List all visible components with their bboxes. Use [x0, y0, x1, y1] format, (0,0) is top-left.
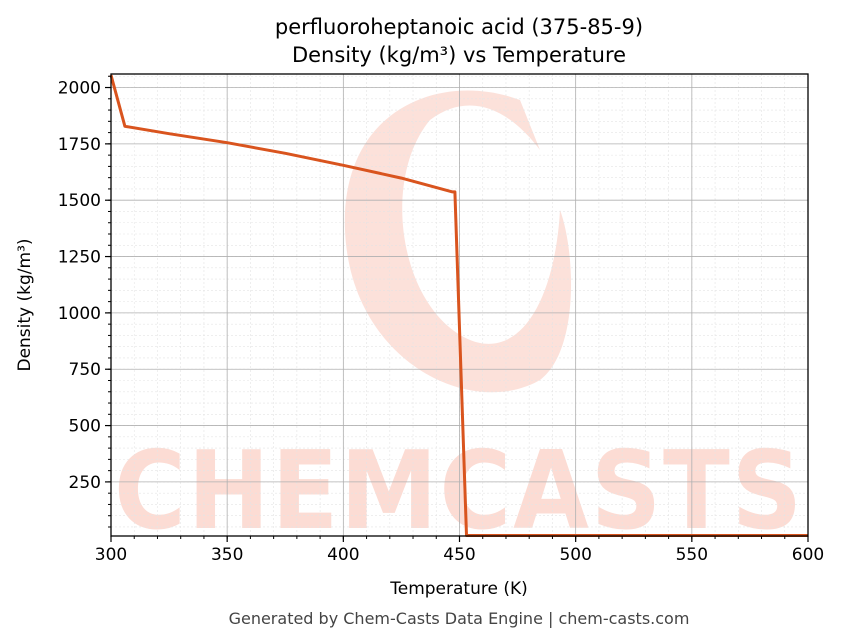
y-tick-label: 2000 — [58, 79, 101, 99]
x-tick-label: 350 — [211, 545, 243, 565]
x-tick-label: 500 — [559, 545, 591, 565]
chart-title: perfluoroheptanoic acid (375-85-9) — [275, 15, 643, 39]
y-tick-label: 1750 — [58, 135, 101, 155]
watermark-swirl — [344, 90, 572, 393]
y-axis: 250 500 750 1000 1250 1500 1750 2000 — [58, 75, 111, 528]
y-tick-label: 1500 — [58, 191, 101, 211]
x-tick-label: 400 — [327, 545, 359, 565]
x-axis: 300 350 400 450 500 550 600 — [95, 536, 824, 565]
watermark: CHEMCASTS — [114, 90, 804, 554]
x-tick-label: 600 — [792, 545, 824, 565]
footer-text: Generated by Chem-Casts Data Engine | ch… — [229, 609, 690, 628]
watermark-text: CHEMCASTS — [114, 429, 804, 554]
y-tick-label: 1250 — [58, 248, 101, 268]
x-axis-label: Temperature (K) — [389, 579, 528, 599]
x-tick-label: 450 — [443, 545, 475, 565]
y-tick-label: 500 — [69, 417, 101, 437]
x-tick-label: 550 — [676, 545, 708, 565]
y-tick-label: 1000 — [58, 304, 101, 324]
y-axis-label: Density (kg/m³) — [15, 238, 35, 371]
x-tick-label: 300 — [95, 545, 127, 565]
chart-subtitle: Density (kg/m³) vs Temperature — [292, 43, 626, 67]
y-tick-label: 750 — [69, 360, 101, 380]
y-tick-label: 250 — [69, 473, 101, 493]
